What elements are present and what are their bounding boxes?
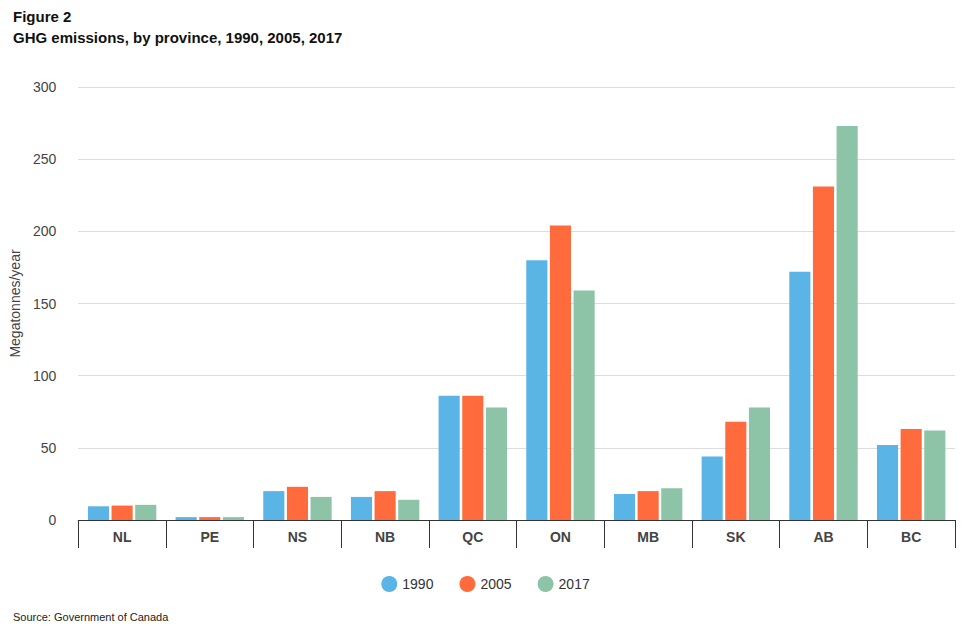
svg-text:200: 200	[33, 223, 57, 239]
svg-text:2017: 2017	[559, 576, 590, 592]
svg-text:GHG emissions, by province, 19: GHG emissions, by province, 1990, 2005, …	[13, 29, 342, 46]
svg-text:NB: NB	[375, 529, 395, 545]
svg-text:300: 300	[33, 79, 57, 95]
svg-text:50: 50	[41, 440, 57, 456]
svg-text:Figure 2: Figure 2	[13, 8, 71, 25]
svg-text:MB: MB	[637, 529, 659, 545]
svg-text:QC: QC	[462, 529, 483, 545]
svg-text:150: 150	[33, 296, 57, 312]
svg-text:BC: BC	[901, 529, 921, 545]
svg-text:ON: ON	[550, 529, 571, 545]
svg-text:0: 0	[48, 512, 56, 528]
svg-text:SK: SK	[726, 529, 745, 545]
svg-text:250: 250	[33, 151, 57, 167]
svg-text:1990: 1990	[402, 576, 433, 592]
svg-text:AB: AB	[813, 529, 833, 545]
svg-text:100: 100	[33, 368, 57, 384]
svg-text:2005: 2005	[480, 576, 511, 592]
svg-text:NL: NL	[113, 529, 132, 545]
svg-text:Megatonnes/year: Megatonnes/year	[7, 249, 23, 358]
svg-text:Source: Government of Canada: Source: Government of Canada	[13, 611, 169, 623]
svg-text:NS: NS	[288, 529, 307, 545]
svg-text:PE: PE	[200, 529, 219, 545]
